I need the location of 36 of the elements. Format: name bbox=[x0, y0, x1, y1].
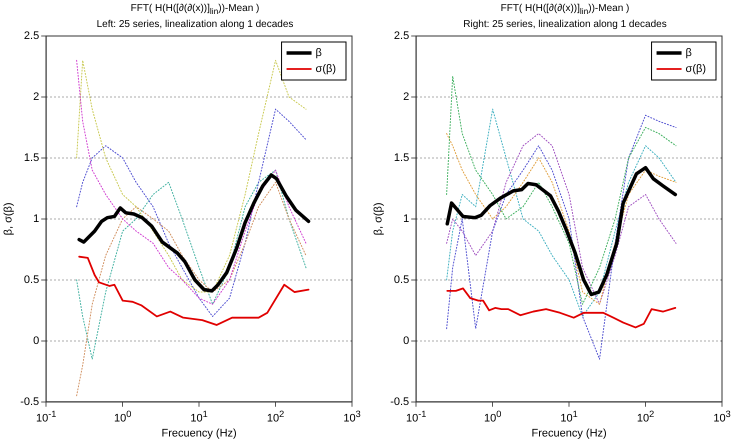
x-tick-label: 10$^{1}$ bbox=[190, 408, 208, 424]
y-tick-label: -0.5 bbox=[20, 396, 40, 408]
y-tick-label: 2.5 bbox=[24, 30, 40, 42]
y-tick-label: -0.5 bbox=[390, 396, 410, 408]
x-tick-label: 10$^{3}$ bbox=[713, 408, 731, 424]
x-tick-label: 10$^{2}$ bbox=[266, 408, 284, 424]
x-axis-title: Frecuency (Hz) bbox=[532, 427, 607, 440]
y-tick-label: 1.5 bbox=[394, 152, 410, 164]
x-tick-label: 10$^{2}$ bbox=[636, 408, 654, 424]
legend-label: σ(β) bbox=[686, 63, 706, 76]
y-tick-label: 0 bbox=[403, 334, 410, 347]
y-tick-label: 0.5 bbox=[24, 274, 40, 286]
y-axis-title: β, σ(β) bbox=[372, 202, 385, 236]
legend-label: β bbox=[316, 47, 322, 60]
y-tick-label: 2 bbox=[403, 90, 410, 103]
x-tick-label: 10$^{3}$ bbox=[343, 408, 361, 424]
y-axis-title: β, σ(β) bbox=[2, 202, 15, 236]
chart-subtitle: Left: 25 series, linealization along 1 decades bbox=[96, 19, 294, 30]
y-tick-label: 1.5 bbox=[24, 152, 40, 164]
chart-title: FFT( H(H([∂(∂(x))]$_{lin}$))-Mean ) bbox=[500, 2, 630, 18]
y-tick-label: 2.5 bbox=[394, 30, 410, 42]
chart-subtitle: Right: 25 series, linealization along 1 decades bbox=[463, 19, 667, 30]
x-tick-label: 10$^{-1}$ bbox=[406, 408, 426, 424]
y-tick-label: 0.5 bbox=[394, 274, 410, 286]
y-tick-label: 1 bbox=[33, 212, 40, 225]
x-tick-label: 10$^{1}$ bbox=[560, 408, 578, 424]
legend-label: β bbox=[686, 47, 692, 60]
x-axis-title: Frecuency (Hz) bbox=[162, 427, 237, 440]
x-tick-label: 10$^{0}$ bbox=[114, 408, 132, 424]
y-tick-label: 0 bbox=[33, 334, 40, 347]
legend-label: σ(β) bbox=[316, 63, 336, 76]
y-tick-label: 2 bbox=[33, 90, 40, 103]
x-tick-label: 10$^{0}$ bbox=[484, 408, 502, 424]
chart-title: FFT( H(H([∂(∂(x))]$_{lin}$))-Mean ) bbox=[130, 2, 260, 18]
x-tick-label: 10$^{-1}$ bbox=[36, 408, 56, 424]
y-tick-label: 1 bbox=[403, 212, 410, 225]
